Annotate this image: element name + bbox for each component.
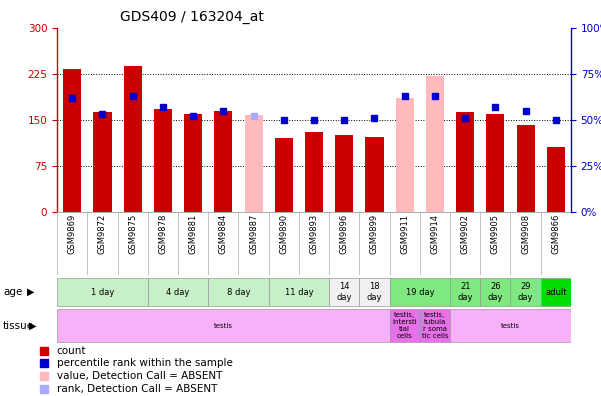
Bar (184, 114, 202, 212)
Bar (547, 147, 565, 212)
Text: ▶: ▶ (29, 321, 36, 331)
Text: GSM9902: GSM9902 (460, 214, 469, 254)
Text: 11 day: 11 day (285, 287, 313, 297)
Bar (426, 76, 444, 212)
Text: testis,
intersti
tial
cells: testis, intersti tial cells (392, 312, 417, 339)
Text: 1 day: 1 day (91, 287, 114, 297)
Bar (124, 67, 142, 212)
Text: GSM9911: GSM9911 (400, 214, 409, 254)
Text: value, Detection Call = ABSENT: value, Detection Call = ABSENT (56, 371, 222, 381)
Text: ▶: ▶ (27, 287, 34, 297)
Bar (541, 278, 571, 307)
Text: GSM9899: GSM9899 (370, 214, 379, 254)
Text: GSM9884: GSM9884 (219, 214, 228, 254)
Text: age: age (3, 287, 22, 297)
Text: testis: testis (214, 323, 233, 329)
Bar (510, 278, 541, 307)
Text: GSM9908: GSM9908 (521, 214, 530, 254)
Bar (329, 278, 359, 307)
Text: GSM9881: GSM9881 (189, 214, 198, 254)
Bar (305, 132, 323, 212)
Bar (450, 278, 480, 307)
Bar (57, 309, 389, 342)
Text: testis: testis (501, 323, 520, 329)
Bar (335, 135, 353, 212)
Text: adult: adult (545, 287, 567, 297)
Text: GSM9869: GSM9869 (68, 214, 77, 254)
Bar (395, 98, 413, 212)
Text: 21
day: 21 day (457, 282, 473, 302)
Bar (389, 278, 450, 307)
Text: GSM9896: GSM9896 (340, 214, 349, 254)
Bar (215, 110, 233, 212)
Text: GSM9914: GSM9914 (430, 214, 439, 254)
Text: count: count (56, 346, 86, 356)
Text: GDS409 / 163204_at: GDS409 / 163204_at (120, 10, 264, 24)
Text: GSM9872: GSM9872 (98, 214, 107, 254)
Bar (57, 278, 148, 307)
Bar (420, 309, 450, 342)
Bar (245, 115, 263, 212)
Text: GSM9905: GSM9905 (491, 214, 500, 254)
Text: testis,
tubula
r soma
tic cells: testis, tubula r soma tic cells (422, 312, 448, 339)
Bar (269, 278, 329, 307)
Bar (154, 109, 172, 212)
Text: 8 day: 8 day (227, 287, 250, 297)
Text: 4 day: 4 day (166, 287, 190, 297)
Text: 29
day: 29 day (518, 282, 533, 302)
Text: GSM9890: GSM9890 (279, 214, 288, 254)
Bar (359, 278, 389, 307)
Bar (450, 309, 571, 342)
Text: 19 day: 19 day (406, 287, 434, 297)
Bar (63, 69, 81, 212)
Text: 26
day: 26 day (487, 282, 503, 302)
Bar (93, 112, 112, 212)
Text: tissue: tissue (3, 321, 34, 331)
Text: 18
day: 18 day (367, 282, 382, 302)
Bar (456, 112, 474, 212)
Bar (208, 278, 269, 307)
Text: 14
day: 14 day (337, 282, 352, 302)
Bar (486, 114, 504, 212)
Text: GSM9878: GSM9878 (159, 214, 168, 254)
Text: GSM9887: GSM9887 (249, 214, 258, 254)
Bar (275, 138, 293, 212)
Bar (389, 309, 420, 342)
Bar (365, 137, 383, 212)
Text: rank, Detection Call = ABSENT: rank, Detection Call = ABSENT (56, 383, 217, 394)
Bar (516, 125, 535, 212)
Text: GSM9893: GSM9893 (310, 214, 319, 254)
Text: GSM9866: GSM9866 (551, 214, 560, 254)
Text: percentile rank within the sample: percentile rank within the sample (56, 358, 233, 368)
Bar (148, 278, 208, 307)
Text: GSM9875: GSM9875 (128, 214, 137, 254)
Bar (480, 278, 510, 307)
